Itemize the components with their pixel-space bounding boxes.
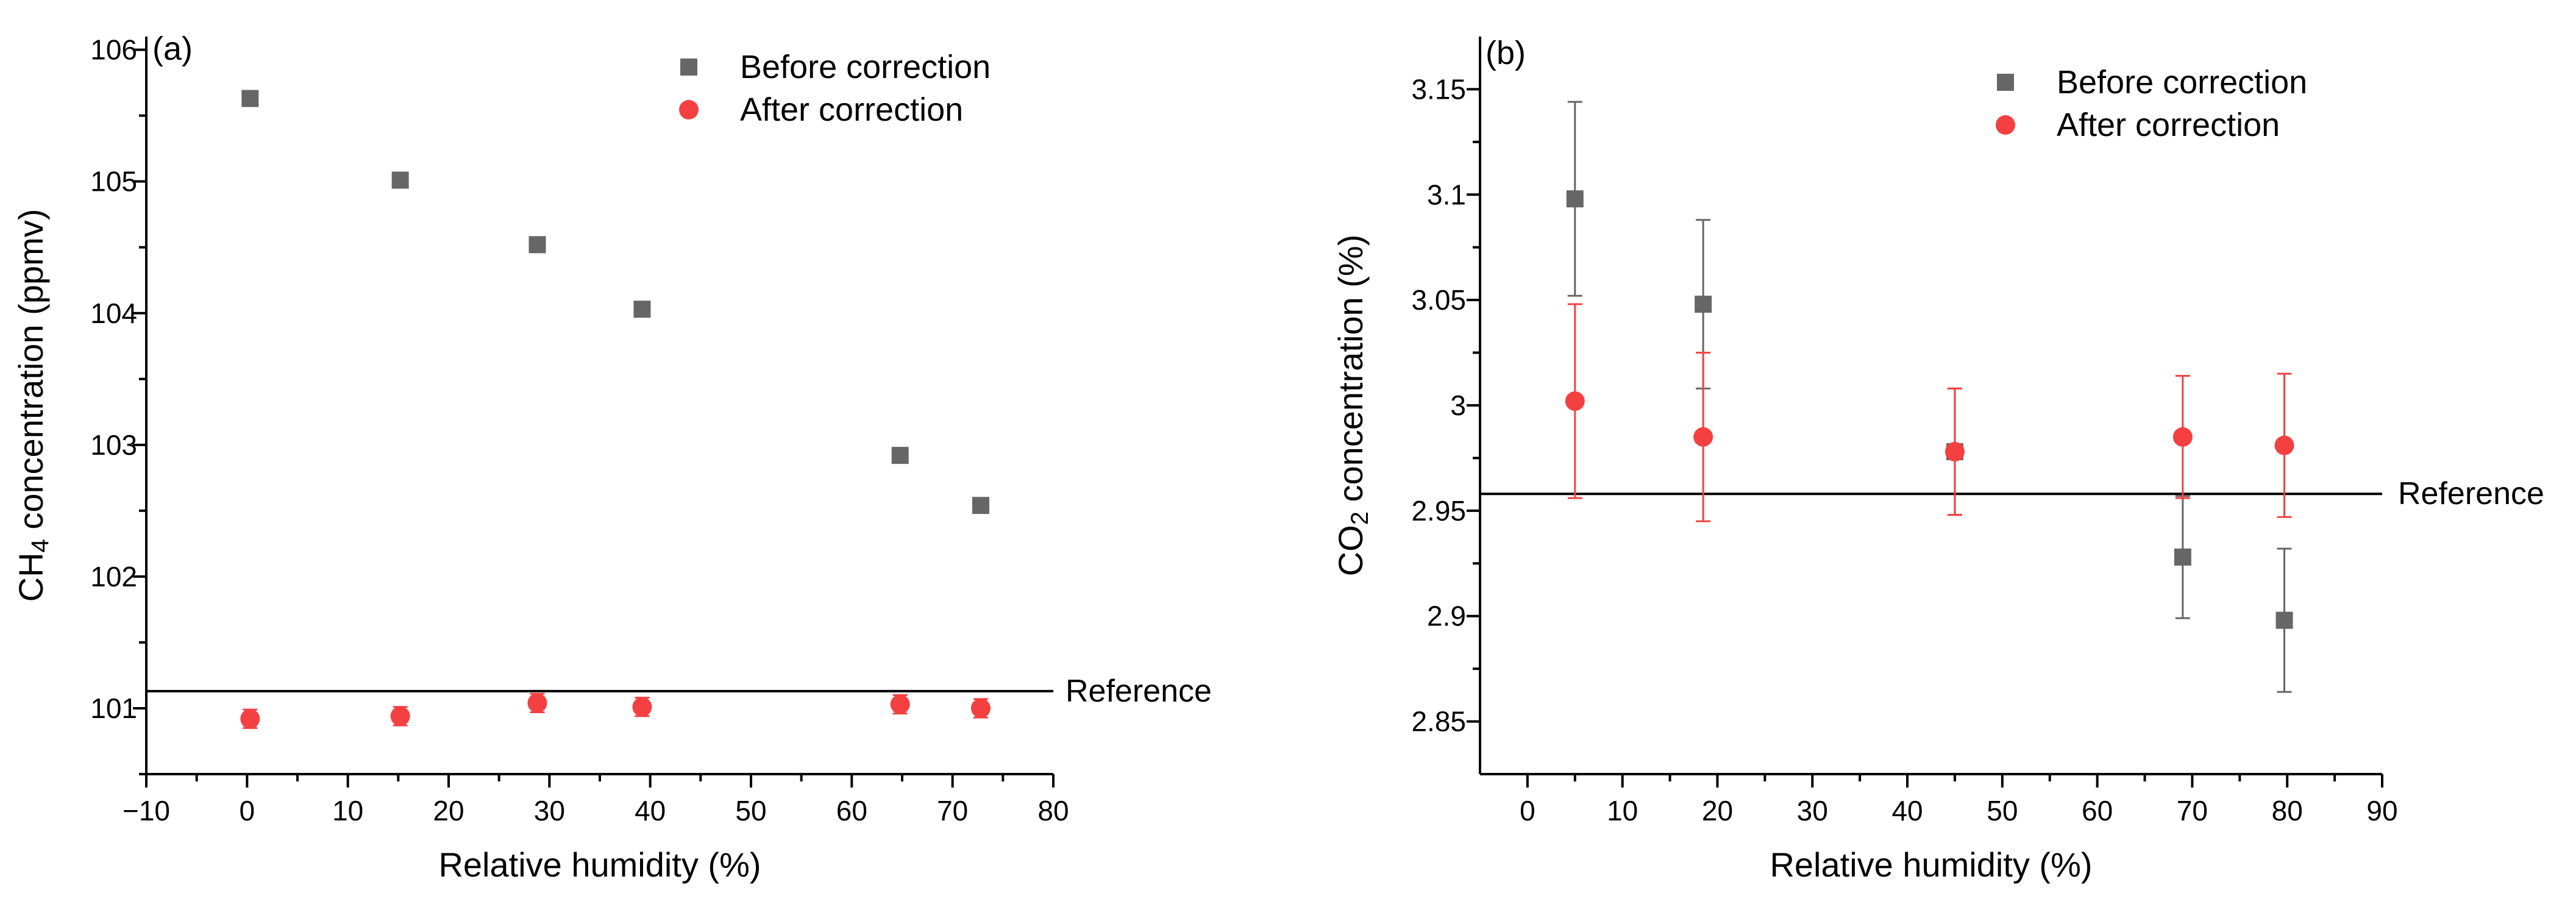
x-tick-label: 80 <box>1037 795 1069 827</box>
data-point-square <box>633 301 651 318</box>
data-point-circle <box>527 693 547 713</box>
data-point-circle <box>1944 442 1965 462</box>
x-tick-label: 70 <box>2177 795 2208 827</box>
data-point-square <box>1695 296 1712 313</box>
data-point-square <box>391 171 409 189</box>
y-tick-label: 3 <box>1450 389 1466 421</box>
legend-marker-square <box>1997 74 2014 91</box>
y-axis-title-main: CO <box>1331 525 1370 576</box>
y-axis-title-rest: concentration (%) <box>1331 235 1370 511</box>
x-tick-label: 0 <box>1520 795 1535 827</box>
x-tick-label: 50 <box>1987 795 2018 827</box>
x-tick-label: −10 <box>123 795 170 827</box>
data-point-circle <box>970 698 991 718</box>
x-tick-label: 60 <box>2082 795 2113 827</box>
data-point-square <box>1566 190 1584 208</box>
panel-label: (a) <box>152 30 193 67</box>
data-point-square <box>2275 611 2293 629</box>
x-tick-label: 40 <box>635 795 666 827</box>
data-point-square <box>972 497 989 514</box>
data-point-circle <box>240 709 260 729</box>
y-tick-label: 105 <box>90 166 137 197</box>
legend-marker-circle <box>679 100 699 119</box>
data-point-square <box>891 447 909 464</box>
legend-label: After correction <box>740 91 963 128</box>
x-tick-label: 80 <box>2272 795 2303 827</box>
x-axis-title: Relative humidity (%) <box>1770 845 2092 884</box>
legend-label: Before correction <box>2057 64 2307 101</box>
panel-b-chart: 0 10 20 30 40 50 60 70 80 90 2.85 2.9 2.95 3 3.05 3.1 3.… <box>1331 35 2544 884</box>
legend-label: After correction <box>2057 107 2280 143</box>
reference-label: Reference <box>2398 476 2544 511</box>
data-point-square <box>2174 548 2191 566</box>
x-tick-label: 30 <box>534 795 565 827</box>
x-tick-label: 50 <box>735 795 766 827</box>
data-point-circle <box>2172 427 2193 447</box>
y-tick-label: 3.15 <box>1411 73 1466 105</box>
data-point-circle <box>1693 427 1713 447</box>
panel-label: (b) <box>1485 35 1526 71</box>
reference-label: Reference <box>1066 674 1212 709</box>
y-tick-label: 101 <box>90 692 137 724</box>
x-tick-label: 20 <box>433 795 464 827</box>
x-tick-label: 90 <box>2366 795 2397 827</box>
series-before-correction <box>1566 101 2293 693</box>
x-tick-label: 70 <box>937 795 968 827</box>
y-tick-label: 2.9 <box>1427 600 1466 632</box>
data-point-circle <box>890 694 910 714</box>
x-axis-title: Relative humidity (%) <box>438 845 761 884</box>
series-before-correction <box>241 90 989 514</box>
data-point-square <box>528 236 546 254</box>
data-point-circle <box>2274 435 2294 455</box>
y-tick-label: 102 <box>90 561 137 592</box>
legend-label: Before correction <box>740 49 991 85</box>
legend-marker-circle <box>1996 115 2015 135</box>
data-point-square <box>241 90 259 107</box>
y-tick-label: 103 <box>90 429 137 461</box>
legend-marker-square <box>680 59 697 76</box>
y-axis-title: CO2 concentration (%) <box>1331 235 1373 577</box>
series-after-correction <box>1565 303 2294 522</box>
y-axis-title-rest: concentration (ppmv) <box>12 209 50 539</box>
x-tick-label: 20 <box>1702 795 1733 827</box>
data-point-circle <box>390 706 410 726</box>
panel-a-chart: −10 0 10 20 30 40 50 60 70 80 101 102 103 104 105 106 Re… <box>12 30 1212 884</box>
y-tick-label: 104 <box>90 297 137 329</box>
y-tick-label: 3.1 <box>1427 179 1466 210</box>
data-point-circle <box>632 697 652 717</box>
y-tick-label: 106 <box>90 34 137 66</box>
data-point-circle <box>1565 391 1585 411</box>
x-tick-label: 10 <box>1607 795 1638 827</box>
y-axis-title-main: CH <box>12 552 50 602</box>
y-axis-title-subscript: 4 <box>27 539 54 552</box>
y-tick-label: 2.85 <box>1411 706 1466 738</box>
y-axis-title: CH4 concentration (ppmv) <box>12 209 54 602</box>
series-after-correction <box>240 692 991 729</box>
y-tick-label: 3.05 <box>1411 284 1466 316</box>
x-tick-label: 40 <box>1891 795 1923 827</box>
y-axis-title-subscript: 2 <box>1347 511 1373 525</box>
x-tick-label: 10 <box>332 795 363 827</box>
x-tick-label: 60 <box>836 795 867 827</box>
x-tick-label: 30 <box>1797 795 1828 827</box>
x-tick-label: 0 <box>240 795 255 827</box>
y-tick-label: 2.95 <box>1411 495 1466 527</box>
